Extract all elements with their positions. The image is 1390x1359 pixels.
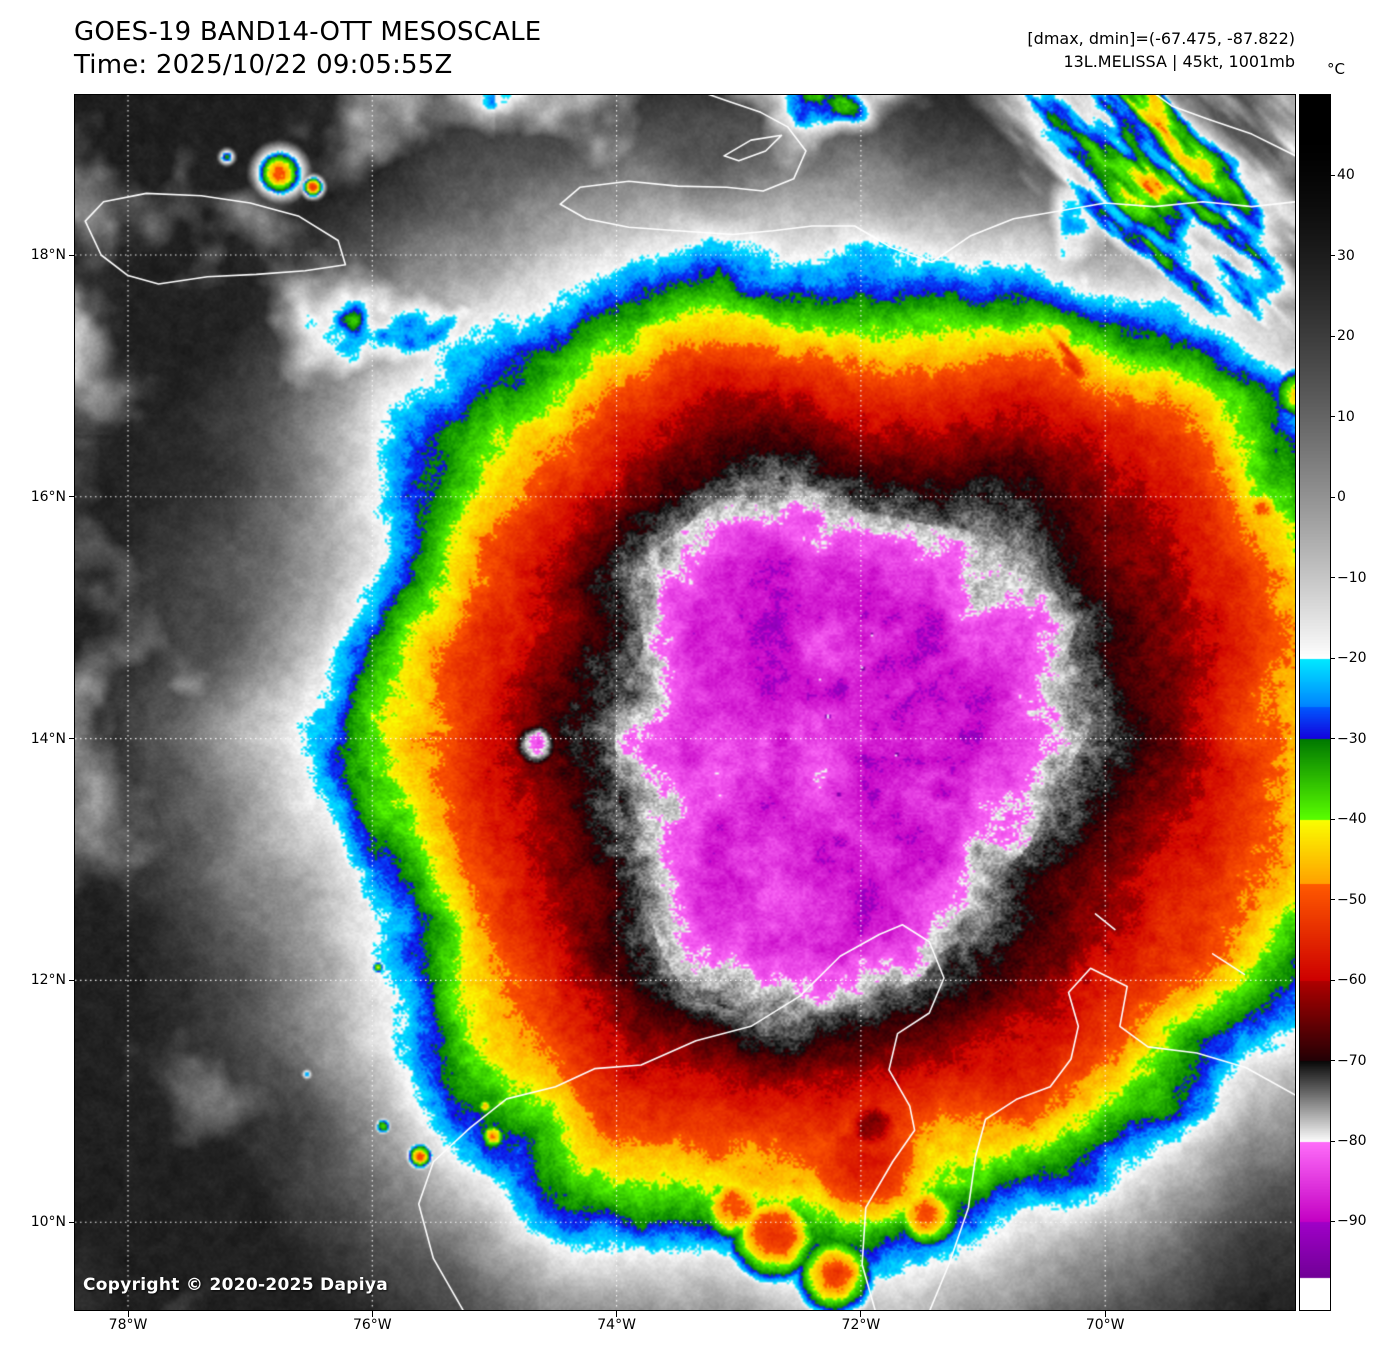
colorbar-tick-mark (1330, 738, 1335, 740)
lat-tick-label: 10°N (30, 1214, 66, 1231)
colorbar-tick-label: −40 (1337, 811, 1367, 828)
lon-tick-mark (860, 1311, 862, 1317)
satellite-map: Copyright © 2020-2025 Dapiya (74, 94, 1296, 1311)
lat-tick-mark (69, 496, 75, 498)
colorbar-tick-label: −60 (1337, 972, 1367, 989)
lon-tick-mark (127, 1311, 129, 1317)
lat-tick-mark (69, 254, 75, 256)
lon-tick-mark (616, 1311, 618, 1317)
colorbar-tick-label: −80 (1337, 1133, 1367, 1150)
colorbar-tick-mark (1330, 335, 1335, 337)
copyright-watermark: Copyright © 2020-2025 Dapiya (83, 1275, 388, 1295)
lat-tick-mark (69, 979, 75, 981)
title-block: GOES-19 BAND14-OTT MESOSCALE Time: 2025/… (74, 16, 541, 82)
lon-tick-label: 78°W (108, 1317, 148, 1333)
colorbar-tick-label: −50 (1337, 891, 1367, 908)
colorbar-tick-label: 30 (1337, 247, 1355, 264)
colorbar-tick-label: −70 (1337, 1052, 1367, 1069)
lat-tick-mark (69, 738, 75, 740)
lat-tick-label: 12°N (30, 972, 66, 989)
lon-tick-label: 70°W (1085, 1317, 1125, 1333)
header-readouts: [dmax, dmin]=(-67.475, -87.822) 13L.MELI… (1027, 27, 1295, 73)
colorbar-tick-mark (1330, 496, 1335, 498)
colorbar-tick-label: −30 (1337, 730, 1367, 747)
dmax-dmin-readout: [dmax, dmin]=(-67.475, -87.822) (1027, 29, 1295, 48)
colorbar-unit-label: °C (1327, 60, 1345, 78)
lon-tick-mark (371, 1311, 373, 1317)
colorbar-tick-mark (1330, 979, 1335, 981)
colorbar-tick-mark (1330, 255, 1335, 257)
colorbar-tick-mark (1330, 657, 1335, 659)
colorbar (1299, 94, 1331, 1311)
image-title: GOES-19 BAND14-OTT MESOSCALE (74, 17, 542, 47)
storm-readout: 13L.MELISSA | 45kt, 1001mb (1063, 52, 1295, 71)
colorbar-tick-mark (1330, 818, 1335, 820)
colorbar-tick-mark (1330, 899, 1335, 901)
colorbar-tick-label: 40 (1337, 167, 1355, 184)
lon-tick-label: 72°W (841, 1317, 881, 1333)
colorbar-tick-mark (1330, 1140, 1335, 1142)
colorbar-tick-mark (1330, 174, 1335, 176)
lon-tick-label: 74°W (597, 1317, 636, 1333)
colorbar-tick-label: 10 (1337, 408, 1355, 425)
lat-tick-label: 16°N (30, 488, 66, 505)
lat-tick-mark (69, 1221, 75, 1223)
colorbar-canvas (1300, 95, 1330, 1310)
colorbar-tick-label: 0 (1337, 489, 1346, 506)
satellite-image-canvas (75, 95, 1295, 1310)
lat-tick-label: 14°N (30, 730, 66, 747)
colorbar-tick-mark (1330, 1060, 1335, 1062)
colorbar-tick-label: 20 (1337, 328, 1355, 345)
colorbar-tick-label: −20 (1337, 650, 1367, 667)
lon-tick-mark (1104, 1311, 1106, 1317)
colorbar-tick-mark (1330, 1220, 1335, 1222)
colorbar-tick-mark (1330, 577, 1335, 579)
image-time: Time: 2025/10/22 09:05:55Z (74, 50, 453, 80)
lat-tick-label: 18°N (30, 247, 66, 263)
colorbar-tick-label: −10 (1337, 569, 1367, 586)
lon-tick-label: 76°W (352, 1317, 392, 1333)
colorbar-tick-mark (1330, 416, 1335, 418)
colorbar-tick-label: −90 (1337, 1213, 1367, 1230)
